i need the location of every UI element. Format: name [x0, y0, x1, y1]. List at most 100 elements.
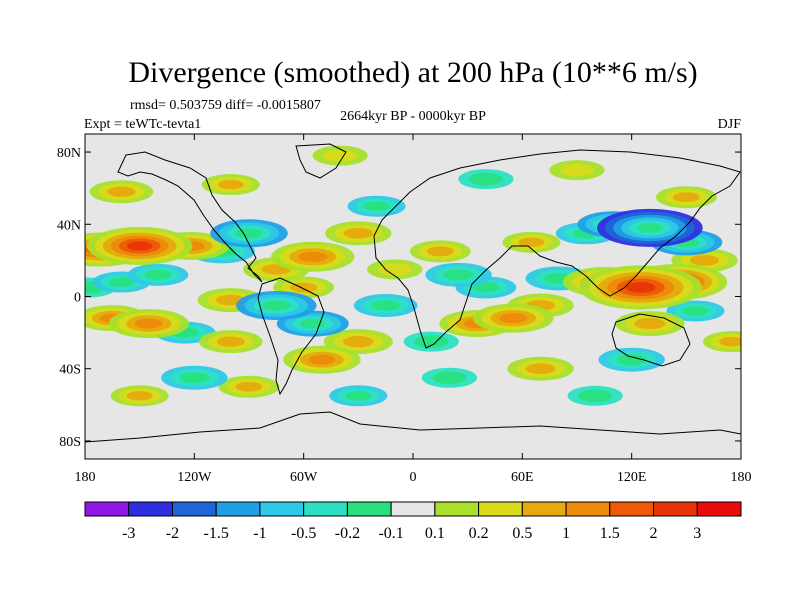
field-contour-37-2 — [179, 372, 210, 384]
field-contour-35-2 — [616, 354, 647, 365]
field-contour-16-2 — [144, 269, 172, 280]
axis-tick-labels: 180 120W 60W 0 60E 120E 180 80N 40N 0 40S 80S — [57, 146, 752, 485]
field-contour-26-2 — [107, 186, 136, 197]
coast-north-america — [117, 151, 263, 283]
colorbar-label-10: 1 — [562, 525, 570, 542]
field-contour-56-5 — [637, 223, 663, 233]
x-tick-label-6: 180 — [731, 470, 752, 485]
field-contour-23-2 — [672, 192, 700, 203]
field-contour-6-1 — [414, 335, 449, 348]
colorbar-label-12: 2 — [650, 525, 658, 542]
field-contour-12-2 — [126, 391, 153, 401]
colorbar-boxes — [84, 501, 742, 517]
colorbar-box-14 — [696, 501, 742, 517]
field-contour-20-2 — [426, 246, 454, 257]
field-contour-24-2 — [216, 336, 245, 347]
coast-eurasia-africa — [373, 149, 741, 349]
x-tick-label-2: 60W — [290, 470, 318, 485]
colorbar-box-7 — [390, 501, 436, 517]
colorbar-label-4: -0.5 — [291, 525, 316, 542]
coast-greenland — [295, 143, 347, 179]
colorbar-box-9 — [478, 501, 523, 517]
field-contour-15-2 — [718, 336, 741, 347]
colorbar-label-13: 3 — [693, 525, 701, 542]
field-contour-14-2 — [217, 179, 244, 190]
field-contour-9-2 — [363, 201, 390, 211]
field-contour-55-5 — [126, 241, 153, 251]
colorbar-box-3 — [215, 501, 261, 517]
colorbar-box-11 — [565, 501, 611, 517]
field-contour-1-1 — [578, 389, 613, 403]
field-contour-49-3 — [134, 318, 163, 329]
colorbar-box-10 — [521, 501, 567, 517]
field-contour-57-5 — [625, 282, 656, 293]
field-contour-39-2 — [634, 317, 666, 330]
map-frame — [84, 133, 742, 460]
y-tick-label-3: 40S — [59, 363, 81, 378]
field-contour-3-1 — [560, 163, 594, 177]
colorbar-label-0: -3 — [122, 525, 135, 542]
coastlines — [85, 143, 741, 443]
colorbar-box-2 — [171, 501, 217, 517]
colorbar-label-9: 0.5 — [512, 525, 532, 542]
field-contour-13-2 — [345, 391, 372, 401]
field-contour-25-2 — [371, 300, 400, 311]
divergence-field — [85, 145, 741, 407]
colorbar-box-6 — [346, 501, 392, 517]
colorbar-label-3: -1 — [253, 525, 266, 542]
colorbar-label-6: -0.1 — [378, 525, 403, 542]
colorbar-box-8 — [434, 501, 480, 517]
field-contour-2-1 — [468, 172, 503, 186]
chart-title: Divergence (smoothed) at 200 hPa (10**6 … — [128, 56, 697, 89]
y-tick-label-4: 80S — [59, 435, 81, 450]
colorbar-box-13 — [653, 501, 698, 517]
field-contour-48-3 — [262, 300, 291, 311]
field-contour-31-2 — [443, 269, 474, 281]
stats-line: rmsd= 0.503759 diff= -0.0015807 — [130, 98, 321, 113]
x-tick-label-4: 60E — [511, 470, 534, 485]
field-contour-50-3 — [499, 313, 528, 324]
field-contour-34-2 — [689, 255, 720, 266]
coast-south-america — [257, 277, 325, 396]
colorbar-label-7: 0.1 — [425, 525, 445, 542]
field-contour-7-1 — [377, 263, 412, 276]
experiment-label: Expt = teWTc-tevta1 — [84, 117, 201, 132]
colorbar: -3 -2 -1.5 -1 -0.5 -0.2 -0.1 0.1 0.2 0.5 1 1.5 2 3 — [84, 501, 742, 542]
field-contour-11-2 — [682, 306, 709, 316]
colorbar-label-2: -1.5 — [204, 525, 229, 542]
field-contour-38-2 — [342, 336, 374, 348]
field-contour-0-1 — [432, 371, 467, 384]
colorbar-box-1 — [128, 501, 173, 517]
x-tick-label-5: 120E — [617, 470, 647, 485]
field-contour-10-2 — [518, 237, 545, 248]
colorbar-label-1: -2 — [166, 525, 179, 542]
field-contour-47-3 — [308, 354, 336, 365]
field-contour-4-1 — [323, 149, 358, 162]
colorbar-label-11: 1.5 — [600, 525, 620, 542]
map-plot-area: 180 120W 60W 0 60E 120E 180 80N 40N 0 40S 80S — [57, 133, 752, 485]
x-tick-label-3: 0 — [410, 470, 417, 485]
y-tick-label-1: 40N — [57, 218, 81, 233]
season-label: DJF — [718, 117, 742, 132]
x-tick-label-0: 180 — [75, 470, 96, 485]
y-tick-label-0: 80N — [57, 146, 81, 161]
coast-australia — [611, 313, 691, 367]
colorbar-box-4 — [259, 501, 305, 517]
colorbar-label-8: 0.2 — [469, 525, 489, 542]
coast-antarctica — [85, 411, 741, 443]
y-tick-label-2: 0 — [74, 291, 81, 306]
colorbar-box-5 — [303, 501, 348, 517]
field-contour-19-2 — [472, 282, 500, 293]
field-contour-8-2 — [108, 277, 135, 287]
colorbar-label-5: -0.2 — [335, 525, 360, 542]
field-contour-36-2 — [525, 363, 556, 375]
colorbar-box-0 — [84, 501, 130, 517]
x-tick-label-1: 120W — [177, 470, 212, 485]
colorbar-labels: -3 -2 -1.5 -1 -0.5 -0.2 -0.1 0.1 0.2 0.5 1 1.5 2 3 — [122, 525, 701, 542]
colorbar-box-12 — [609, 501, 655, 517]
field-contour-22-2 — [235, 381, 263, 392]
field-contour-46-3 — [235, 228, 263, 239]
field-contour-29-2 — [343, 228, 374, 239]
field-contour-40-3 — [300, 319, 326, 329]
